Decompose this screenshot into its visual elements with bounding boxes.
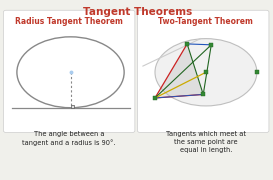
Text: Tangents which meet at
the same point are
equal in length.: Tangents which meet at the same point ar… bbox=[166, 131, 246, 153]
Bar bbox=[70, 105, 74, 108]
Text: Tangent Theorems: Tangent Theorems bbox=[83, 7, 192, 17]
Circle shape bbox=[155, 39, 257, 106]
Text: Radius Tangent Theorem: Radius Tangent Theorem bbox=[15, 17, 123, 26]
Text: The angle between a
tangent and a radius is 90°.: The angle between a tangent and a radius… bbox=[22, 131, 116, 146]
Polygon shape bbox=[155, 44, 203, 98]
FancyBboxPatch shape bbox=[138, 10, 269, 132]
FancyBboxPatch shape bbox=[4, 10, 135, 132]
Text: Two-Tangent Theorem: Two-Tangent Theorem bbox=[159, 17, 253, 26]
